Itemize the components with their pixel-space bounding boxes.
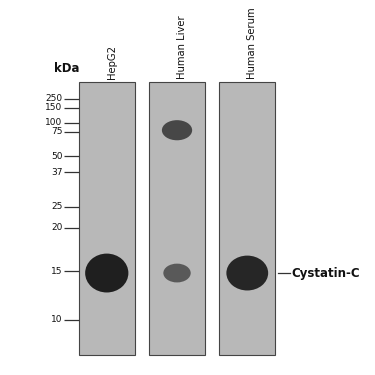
Text: 250: 250 xyxy=(45,94,63,103)
Bar xyxy=(149,82,205,355)
Text: kDa: kDa xyxy=(54,62,79,75)
Text: Human Liver: Human Liver xyxy=(177,15,187,79)
Text: 20: 20 xyxy=(51,223,63,232)
Text: Human Serum: Human Serum xyxy=(247,7,257,79)
Text: 15: 15 xyxy=(51,267,63,276)
Bar xyxy=(79,82,135,355)
Text: HepG2: HepG2 xyxy=(107,45,117,79)
Text: 37: 37 xyxy=(51,168,63,177)
Ellipse shape xyxy=(85,254,128,292)
Ellipse shape xyxy=(226,256,268,291)
Text: 25: 25 xyxy=(51,202,63,211)
Ellipse shape xyxy=(162,120,192,140)
Text: 75: 75 xyxy=(51,128,63,136)
Text: 150: 150 xyxy=(45,103,63,112)
Text: 50: 50 xyxy=(51,152,63,161)
Text: Cystatin-C: Cystatin-C xyxy=(291,267,360,279)
Text: 10: 10 xyxy=(51,315,63,324)
Ellipse shape xyxy=(164,264,191,282)
Bar xyxy=(219,82,275,355)
Text: 100: 100 xyxy=(45,118,63,128)
